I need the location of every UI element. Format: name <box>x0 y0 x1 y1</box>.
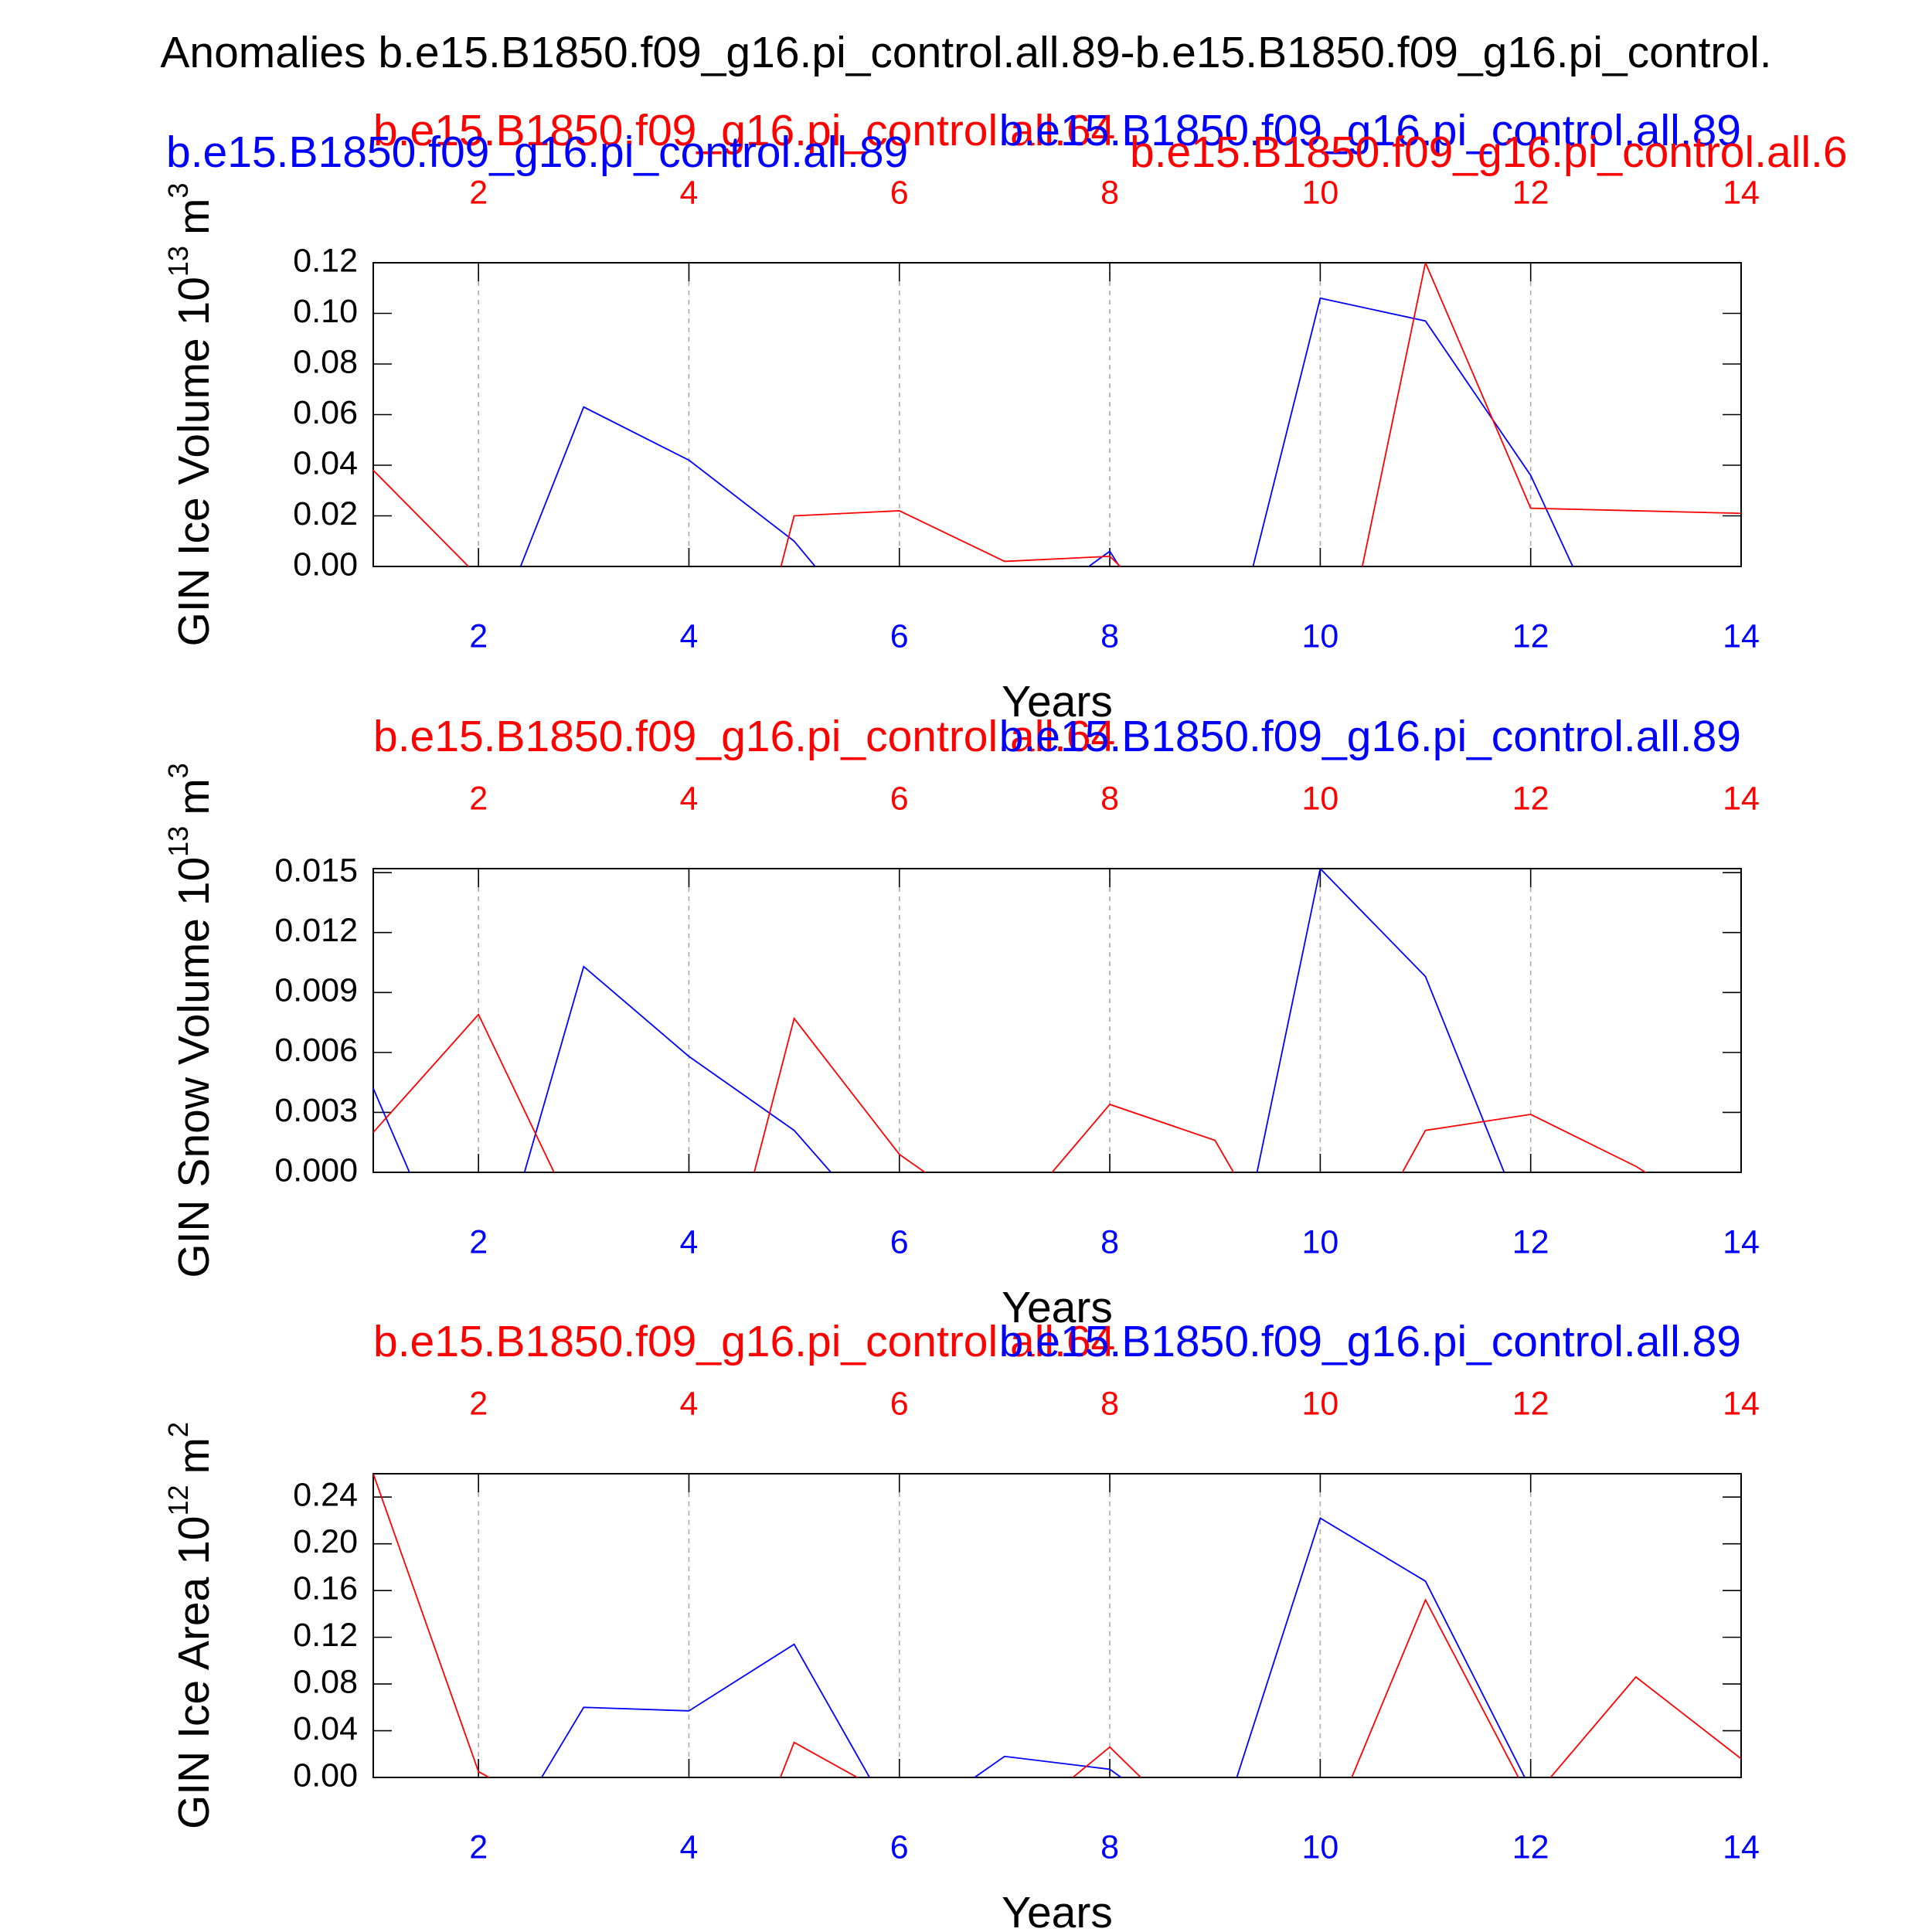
x-tick-label: 8 <box>1100 1223 1119 1260</box>
x-tick-label: 2 <box>469 617 488 655</box>
x-tick-label: 6 <box>890 617 909 655</box>
series-line <box>373 1013 1647 1172</box>
y-tick-label: 0.012 <box>274 912 358 949</box>
x-top-tick-label: 10 <box>1301 1385 1338 1422</box>
series-label: b.e15.B1850.f09_g16.pi_control.all.89 <box>999 712 1741 761</box>
x-top-tick-label: 14 <box>1723 1385 1760 1422</box>
x-tick-label: 8 <box>1100 1828 1119 1866</box>
y-tick-label: 0.24 <box>293 1477 358 1514</box>
series-label: b.e15.B1850.f09_g16.pi_control.all.6 <box>1130 128 1848 177</box>
x-top-tick-label: 6 <box>890 1385 909 1422</box>
chart-title: Anomalies b.e15.B1850.f09_g16.pi_control… <box>160 28 1771 77</box>
x-tick-label: 2 <box>469 1223 488 1260</box>
y-label-text: GIN Ice Volume 10 <box>169 277 219 646</box>
y-tick-label: 0.003 <box>274 1092 358 1129</box>
x-tick-label: 4 <box>680 1223 699 1260</box>
y-axis-label: GIN Snow Volume 1013 m3 <box>162 763 219 1278</box>
y-tick-label: 0.00 <box>293 1757 358 1794</box>
y-tick-label: 0.04 <box>293 1710 358 1747</box>
x-top-tick-label: 12 <box>1512 780 1549 817</box>
x-tick-label: 14 <box>1723 1828 1760 1866</box>
x-top-tick-label: 8 <box>1100 1385 1119 1422</box>
x-top-tick-label: 12 <box>1512 174 1549 211</box>
y-label-exp: 13 <box>162 826 194 857</box>
x-top-tick-label: 8 <box>1100 174 1119 211</box>
y-tick-label: 0.06 <box>293 394 358 431</box>
x-tick-label: 10 <box>1301 1223 1338 1260</box>
x-tick-label: 4 <box>680 617 699 655</box>
y-tick-label: 0.00 <box>293 546 358 583</box>
y-label-unit: m <box>169 778 219 815</box>
y-tick-label: 0.015 <box>274 852 358 889</box>
series-label: b.e15.B1850.f09_g16.pi_control.all.64 <box>373 1317 1115 1366</box>
y-label-exp: 12 <box>162 1485 194 1515</box>
series-label: b.e15.B1850.f09_g16.pi_control.all.89 <box>999 106 1741 155</box>
x-tick-label: 6 <box>890 1828 909 1866</box>
y-label-unit: m <box>169 1437 219 1474</box>
x-tick-label: 8 <box>1100 617 1119 655</box>
series-label: b.e15.B1850.f09_g16.pi_control.all.64 <box>373 106 1115 155</box>
y-label-text: GIN Snow Volume 10 <box>169 857 219 1278</box>
y-axis-label: GIN Ice Volume 1013 m3 <box>162 183 219 647</box>
y-tick-label: 0.000 <box>274 1151 358 1189</box>
y-tick-label: 0.08 <box>293 1663 358 1700</box>
series-line <box>373 869 1505 1172</box>
x-tick-label: 12 <box>1512 1828 1549 1866</box>
plot-frame <box>372 1473 1742 1778</box>
x-top-tick-label: 14 <box>1723 780 1760 817</box>
x-axis-label: Years <box>1002 677 1113 726</box>
y-label-exp: 13 <box>162 246 194 277</box>
plot-frame <box>372 868 1742 1173</box>
y-tick-label: 0.009 <box>274 972 358 1009</box>
x-top-tick-label: 2 <box>469 174 488 211</box>
y-label-unit: m <box>169 199 219 235</box>
series-line <box>519 297 1574 566</box>
y-label-unit-exp: 3 <box>162 763 194 778</box>
series-line <box>373 263 1741 566</box>
x-top-tick-label: 10 <box>1301 780 1338 817</box>
y-tick-label: 0.16 <box>293 1570 358 1607</box>
x-top-tick-label: 4 <box>680 174 699 211</box>
x-top-tick-label: 14 <box>1723 174 1760 211</box>
x-tick-label: 10 <box>1301 617 1338 655</box>
y-label-unit-exp: 2 <box>162 1422 194 1437</box>
x-tick-label: 4 <box>680 1828 699 1866</box>
x-top-tick-label: 12 <box>1512 1385 1549 1422</box>
y-tick-label: 0.08 <box>293 343 358 380</box>
x-axis-label: Years <box>1002 1283 1113 1332</box>
x-tick-label: 14 <box>1723 1223 1760 1260</box>
y-tick-label: 0.02 <box>293 495 358 532</box>
x-tick-label: 12 <box>1512 617 1549 655</box>
series-label: b.e15.B1850.f09_g16.pi_control.all.89 <box>166 128 908 177</box>
x-tick-label: 6 <box>890 1223 909 1260</box>
x-top-tick-label: 6 <box>890 780 909 817</box>
x-tick-label: 14 <box>1723 617 1760 655</box>
x-top-tick-label: 4 <box>680 780 699 817</box>
series-label: b.e15.B1850.f09_g16.pi_control.all.89 <box>999 1317 1741 1366</box>
series-line <box>373 1474 1741 1777</box>
y-tick-label: 0.12 <box>293 242 358 279</box>
series-line <box>540 1517 1526 1777</box>
y-tick-label: 0.12 <box>293 1617 358 1654</box>
x-top-tick-label: 2 <box>469 780 488 817</box>
x-top-tick-label: 2 <box>469 1385 488 1422</box>
x-axis-label: Years <box>1002 1888 1113 1932</box>
x-tick-label: 10 <box>1301 1828 1338 1866</box>
series-label: b.e15.B1850.f09_g16.pi_control.all.64 <box>373 712 1115 761</box>
y-label-unit-exp: 3 <box>162 183 194 199</box>
x-top-tick-label: 8 <box>1100 780 1119 817</box>
plot-frame <box>372 262 1742 567</box>
x-top-tick-label: 10 <box>1301 174 1338 211</box>
y-tick-label: 0.006 <box>274 1032 358 1069</box>
y-tick-label: 0.04 <box>293 444 358 481</box>
y-label-text: GIN Ice Area 10 <box>169 1516 219 1830</box>
x-tick-label: 12 <box>1512 1223 1549 1260</box>
x-top-tick-label: 4 <box>680 1385 699 1422</box>
y-tick-label: 0.10 <box>293 293 358 330</box>
x-tick-label: 2 <box>469 1828 488 1866</box>
x-top-tick-label: 6 <box>890 174 909 211</box>
y-axis-label: GIN Ice Area 1012 m2 <box>162 1422 219 1829</box>
y-tick-label: 0.20 <box>293 1523 358 1560</box>
